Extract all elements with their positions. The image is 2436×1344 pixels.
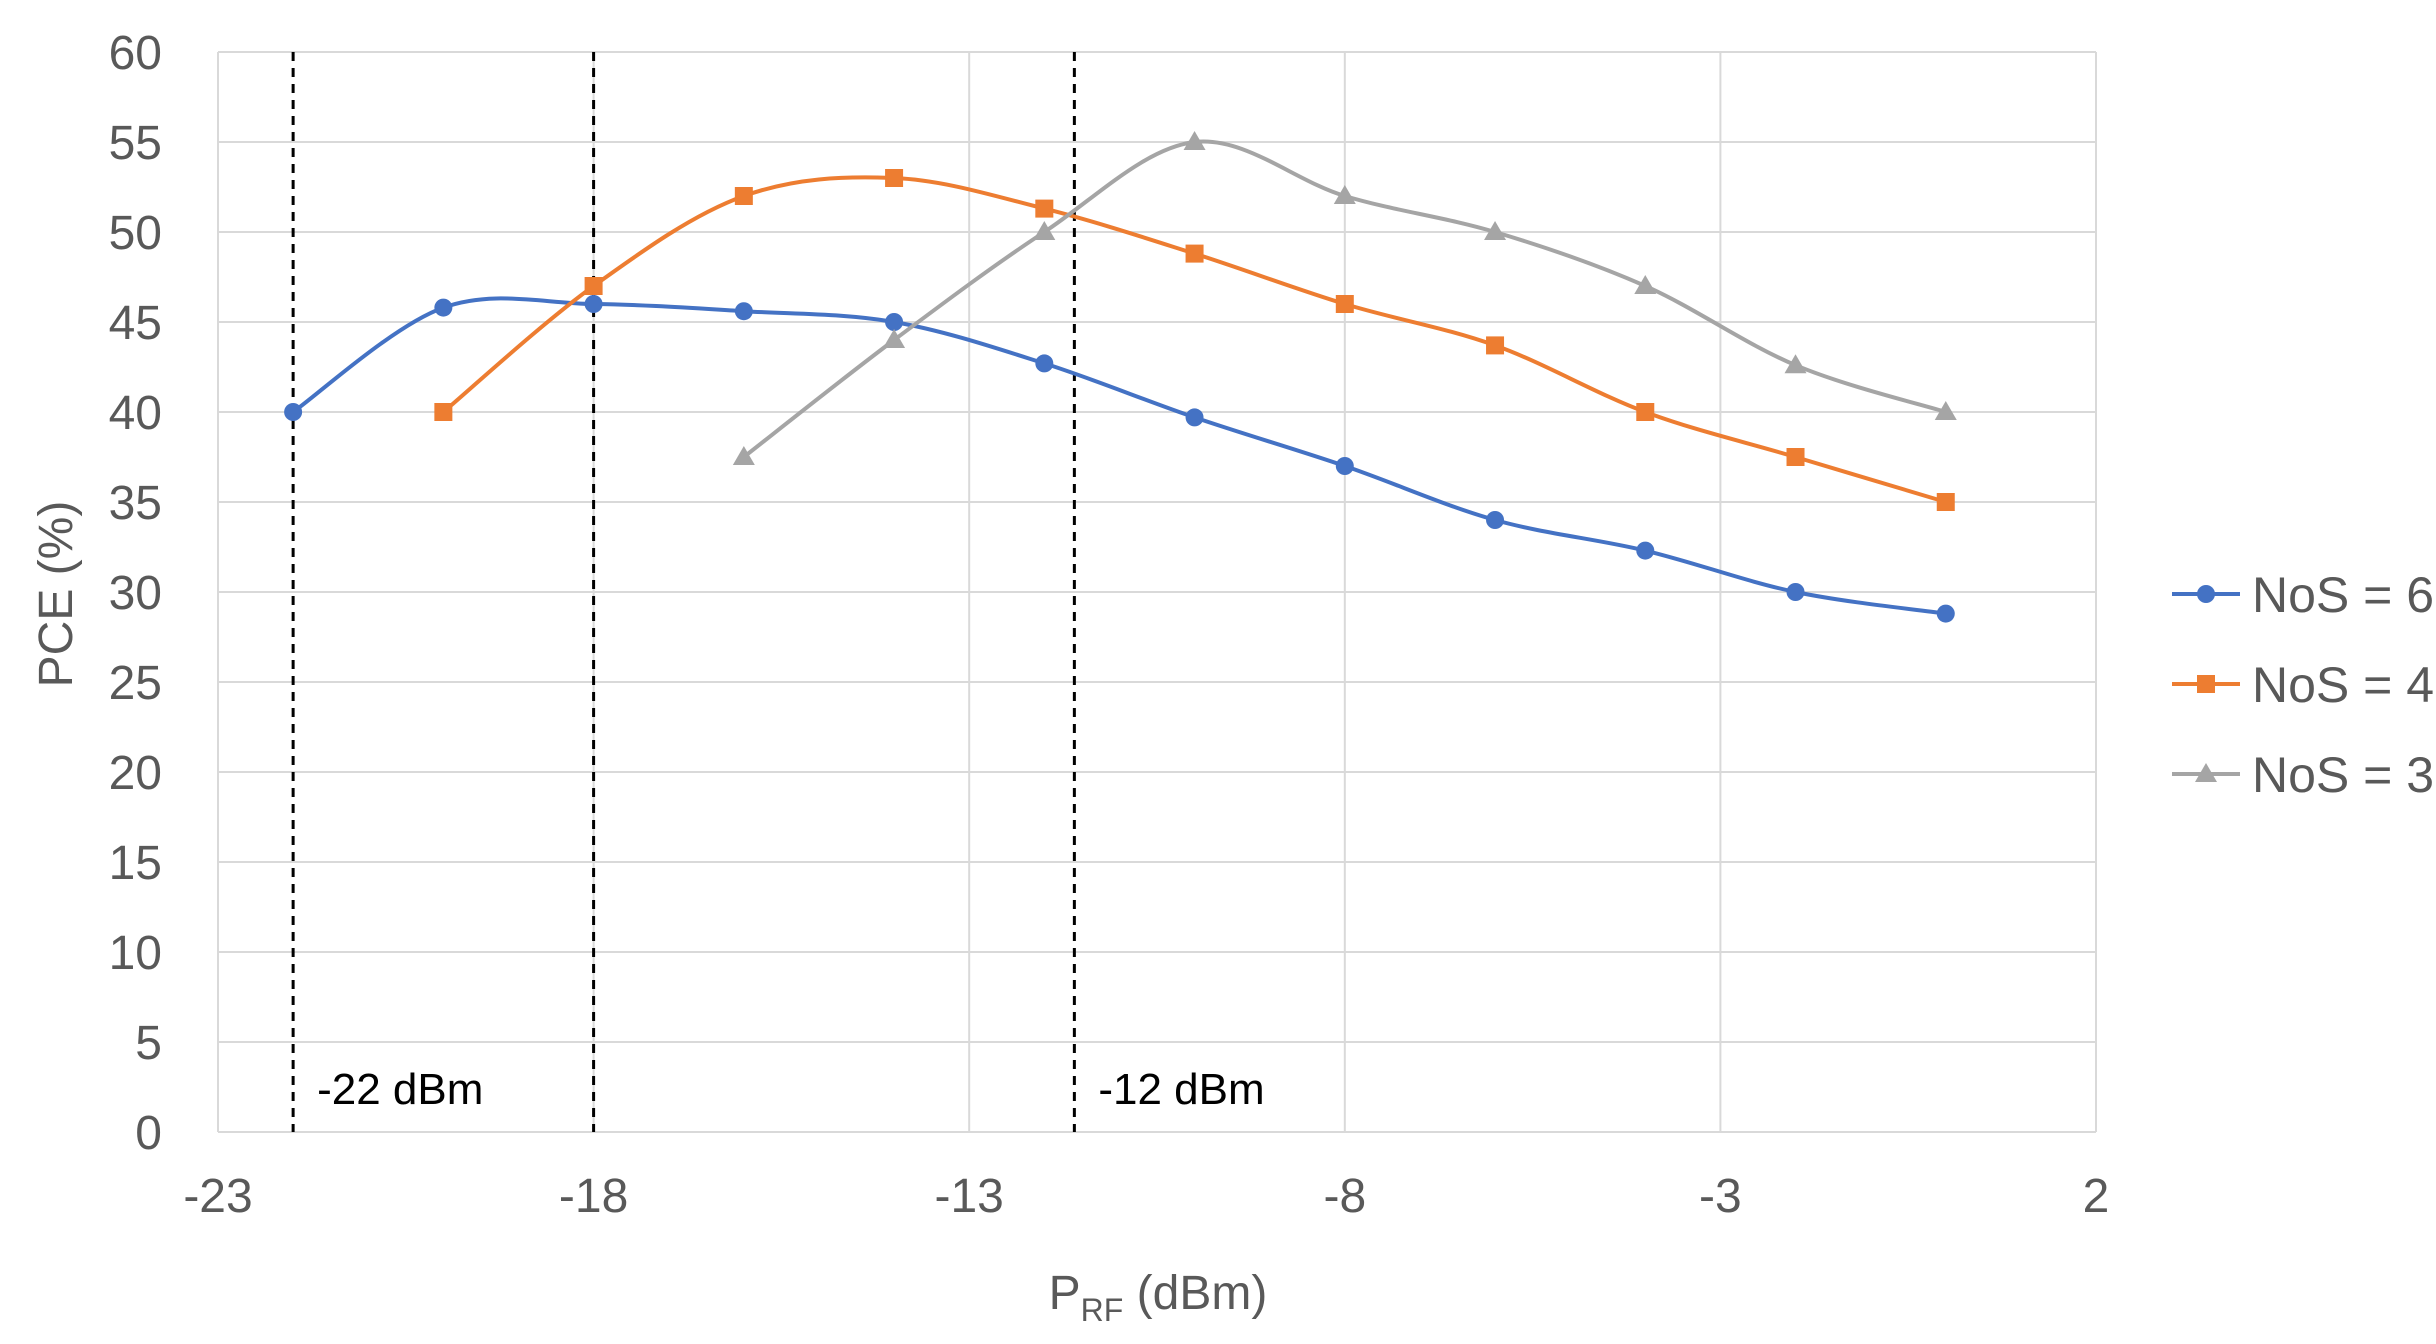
data-point bbox=[1634, 275, 1657, 294]
series-3 bbox=[732, 131, 1957, 465]
y-tick-label: 55 bbox=[109, 117, 162, 170]
y-tick-label: 45 bbox=[109, 297, 162, 350]
y-tick-label: 50 bbox=[109, 207, 162, 260]
data-point bbox=[1936, 493, 1955, 511]
data-point bbox=[1484, 221, 1507, 240]
legend-item: NoS = 6 bbox=[2172, 567, 2434, 623]
data-point bbox=[1335, 457, 1354, 475]
x-axis-title-main: P bbox=[1049, 1267, 1081, 1320]
data-point bbox=[1333, 185, 1356, 204]
legend-marker bbox=[2195, 763, 2217, 782]
x-tick-label: -23 bbox=[183, 1170, 252, 1223]
legend-marker bbox=[2197, 675, 2215, 693]
data-point bbox=[1035, 354, 1054, 373]
x-tick-label: -18 bbox=[559, 1170, 628, 1223]
data-point bbox=[1636, 541, 1655, 560]
data-point bbox=[1786, 448, 1805, 466]
data-point bbox=[1185, 408, 1204, 427]
y-tick-label: 10 bbox=[109, 927, 162, 980]
data-point bbox=[732, 446, 755, 465]
x-tick-label: -3 bbox=[1699, 1170, 1742, 1223]
data-point bbox=[1486, 511, 1505, 529]
x-axis-title-unit: (dBm) bbox=[1123, 1267, 1267, 1320]
data-point bbox=[885, 169, 904, 187]
data-point bbox=[1936, 604, 1955, 623]
x-axis-title: PRF (dBm) bbox=[1049, 1267, 1268, 1328]
y-tick-label: 15 bbox=[109, 837, 162, 890]
data-point bbox=[1035, 199, 1054, 218]
y-tick-label: 40 bbox=[109, 387, 162, 440]
legend-label: NoS = 6 bbox=[2252, 567, 2434, 623]
y-tick-label: 25 bbox=[109, 657, 162, 710]
tick-labels: 0 5 10 15 20 25 30 35 40 45 50 55 60 -23 -18 -13 -8 -3 2 bbox=[109, 27, 2110, 1223]
data-point bbox=[434, 403, 453, 421]
series-line bbox=[291, 296, 1947, 616]
data-point bbox=[883, 329, 906, 348]
legend-label: NoS = 4 bbox=[2252, 657, 2434, 713]
data-point bbox=[734, 187, 753, 205]
reference-line-label: -12 dBm bbox=[1098, 1065, 1264, 1114]
data-point bbox=[1185, 244, 1204, 263]
x-tick-label: 2 bbox=[2083, 1170, 2110, 1223]
legend-marker bbox=[2197, 585, 2215, 603]
y-tick-label: 35 bbox=[109, 477, 162, 530]
legend-item: NoS = 3 bbox=[2172, 747, 2434, 803]
y-tick-label: 0 bbox=[135, 1107, 162, 1160]
data-point bbox=[1636, 403, 1655, 421]
data-point bbox=[1786, 583, 1805, 601]
y-axis-title: PCE (%) bbox=[30, 501, 83, 688]
x-axis-title-subscript: RF bbox=[1081, 1292, 1124, 1328]
series-1 bbox=[284, 295, 1955, 623]
x-tick-label: -8 bbox=[1323, 1170, 1366, 1223]
data-point bbox=[885, 313, 904, 331]
data-point bbox=[284, 403, 303, 421]
legend-label: NoS = 3 bbox=[2252, 747, 2434, 803]
data-point bbox=[584, 295, 603, 313]
x-tick-label: -13 bbox=[935, 1170, 1004, 1223]
legend: NoS = 6 NoS = 4 NoS = 3 bbox=[2172, 567, 2434, 803]
y-tick-label: 30 bbox=[109, 567, 162, 620]
y-tick-label: 20 bbox=[109, 747, 162, 800]
y-tick-label: 5 bbox=[135, 1017, 162, 1070]
data-point bbox=[1183, 131, 1206, 150]
data-point bbox=[1934, 401, 1957, 420]
reference-lines: -22 dBm -12 dBm bbox=[291, 52, 1265, 1132]
data-point bbox=[1486, 336, 1505, 355]
data-series bbox=[284, 131, 1957, 623]
data-point bbox=[1335, 295, 1354, 313]
data-point bbox=[584, 277, 603, 295]
y-tick-label: 60 bbox=[109, 27, 162, 80]
gridlines bbox=[217, 51, 2097, 1133]
series-line bbox=[742, 139, 1947, 459]
data-point bbox=[1784, 354, 1807, 374]
data-point bbox=[1033, 221, 1056, 240]
reference-line-label: -22 dBm bbox=[317, 1065, 483, 1114]
data-point bbox=[434, 298, 453, 317]
legend-item: NoS = 4 bbox=[2172, 657, 2434, 713]
series-2 bbox=[434, 169, 1955, 511]
data-point bbox=[734, 302, 753, 321]
